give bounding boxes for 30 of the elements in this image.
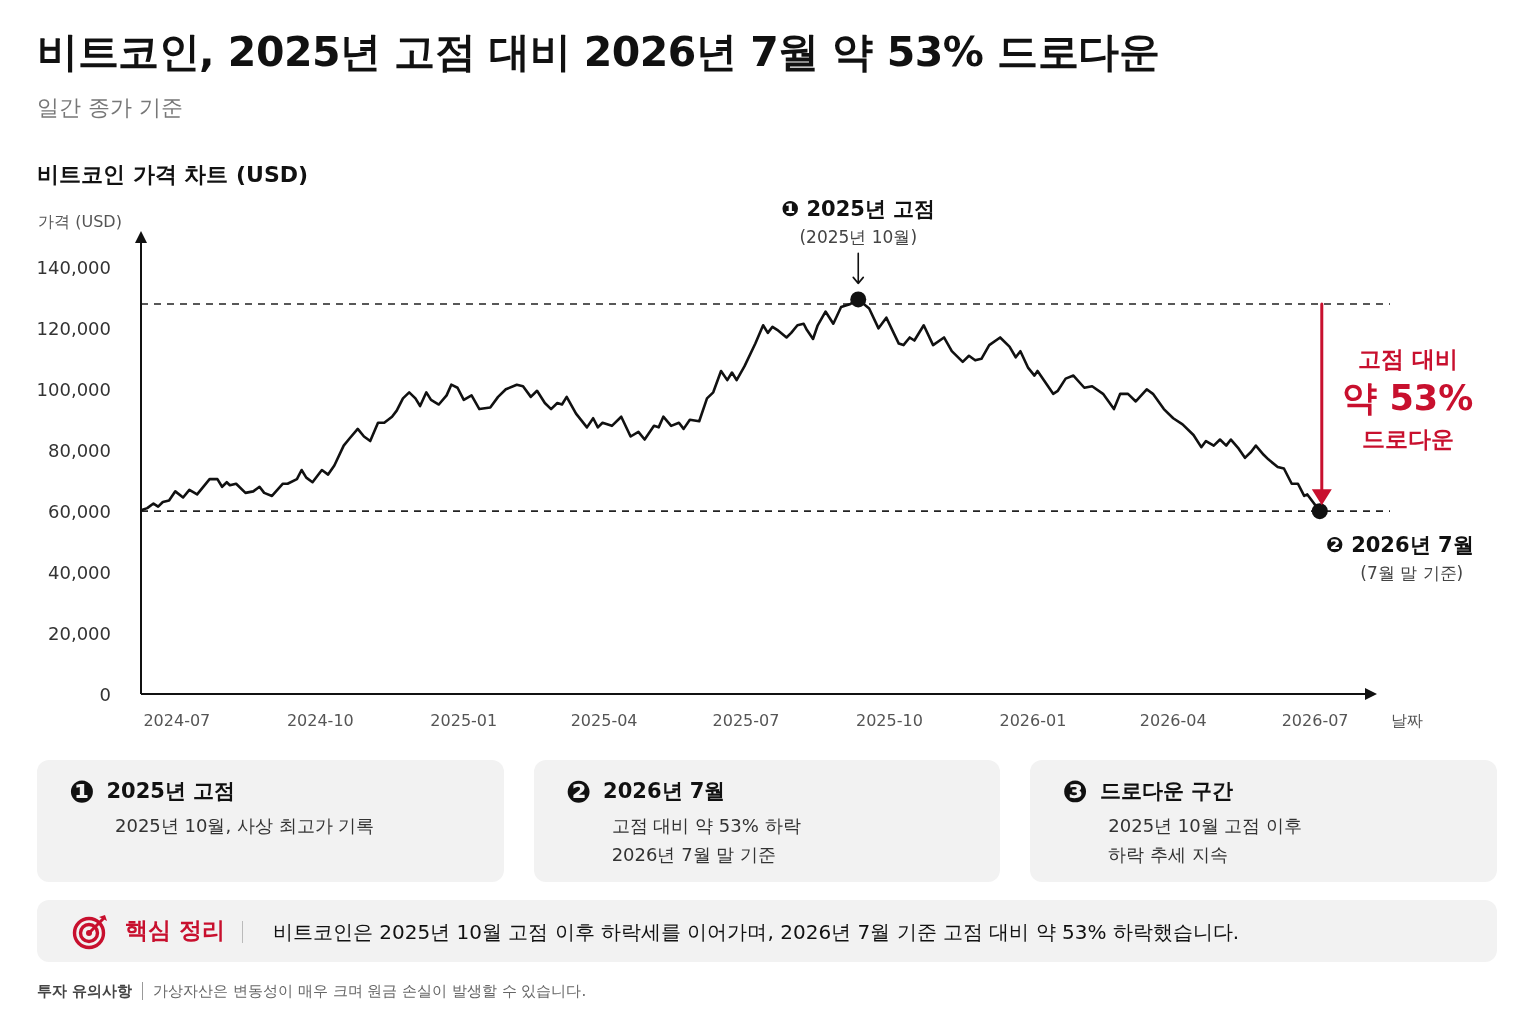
x-axis-title: 날짜 bbox=[1391, 711, 1423, 731]
text: ❷ 2026년 7월 고점 대비 약 53% 하락 2026년 7월 말 기준 bbox=[565, 774, 801, 866]
y-tick-label: 40,000 bbox=[48, 561, 111, 583]
y-axis-title: 가격 (USD) bbox=[38, 212, 122, 232]
text: 투자 유의사항 가상자산은 변동성이 매우 크며 원금 손실이 발생할 수 있습니다. bbox=[37, 982, 587, 1000]
x-tick-label: 2026-04 bbox=[1139, 710, 1207, 730]
chart-subtitle: 일간 종가 기준 bbox=[37, 95, 183, 122]
x-tick-label: 2024-10 bbox=[286, 710, 354, 730]
annotation: ❷ 2026년 7월 (7월 말 기준) bbox=[1326, 532, 1474, 583]
chart-title: 비트코인, 2025년 고점 대비 2026년 7월 약 53% 드로다운 bbox=[37, 28, 1160, 78]
x-tick-label: 2025-10 bbox=[856, 710, 923, 730]
annotation: 고점 대비 약 53% 드로다운 bbox=[1342, 345, 1474, 452]
x-tick-label: 2026-07 bbox=[1281, 710, 1349, 730]
x-tick-label: 2026-01 bbox=[999, 710, 1067, 730]
text: 비트코인 가격 차트 (USD) bbox=[37, 162, 309, 189]
text: ❶ 2025년 고점 2025년 10월, 사상 최고가 기록 bbox=[69, 774, 375, 837]
y-tick-label: 120,000 bbox=[36, 318, 111, 339]
annotation: ❶ 2025년 고점 (2025년 10월) bbox=[781, 196, 936, 247]
y-tick-label: 140,000 bbox=[36, 257, 111, 279]
y-tick-label: 20,000 bbox=[48, 622, 111, 644]
y-tick-label: 80,000 bbox=[48, 439, 111, 461]
y-tick-label: 0 bbox=[99, 683, 111, 705]
y-tick-label: 100,000 bbox=[36, 378, 111, 400]
x-tick-label: 2025-07 bbox=[712, 710, 780, 730]
x-tick-label: 2024-07 bbox=[143, 710, 211, 730]
text: ❸ 드로다운 구간 2025년 10월 고점 이후 하락 추세 지속 bbox=[1062, 774, 1303, 866]
y-tick-label: 60,000 bbox=[48, 500, 111, 522]
x-tick-label: 2025-01 bbox=[430, 710, 498, 730]
text: 핵심 정리 비트코인은 2025년 10월 고점 이후 하락세를 이어가며, 2026년 7월 기준 고점 대비 약 53% 하락했습니다. bbox=[125, 917, 1240, 944]
x-tick-label: 2025-04 bbox=[570, 710, 638, 730]
